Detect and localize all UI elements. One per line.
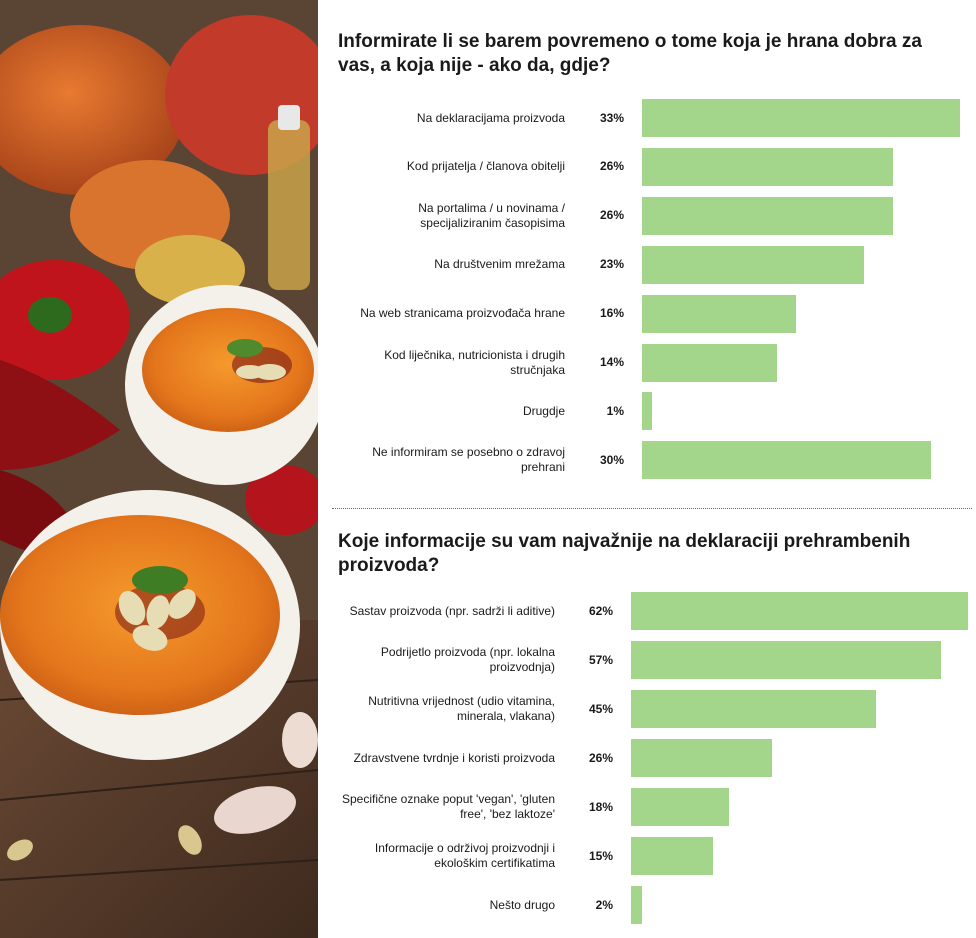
bar	[642, 147, 893, 186]
section-divider	[332, 508, 972, 509]
chart-title: Informirate li se barem povremeno o tome…	[338, 31, 922, 76]
value-label: 14%	[599, 355, 624, 369]
bar	[631, 592, 968, 630]
category-label: Kod prijatelja / članova obitelji	[406, 159, 565, 174]
value-label: 23%	[599, 257, 624, 272]
value-label: 16%	[599, 306, 624, 321]
bar	[631, 788, 729, 826]
value-label: 30%	[599, 452, 624, 467]
bar	[631, 690, 876, 728]
value-label: 26%	[599, 159, 624, 174]
bar	[642, 441, 932, 480]
food-photo	[0, 0, 318, 938]
category-label: Na deklaracijama proizvoda	[416, 110, 565, 125]
value-label: 26%	[588, 750, 613, 765]
bar	[642, 343, 777, 382]
bar	[631, 886, 642, 924]
category-label: Zdravstvene tvrdnje i koristi proizvoda	[353, 750, 555, 765]
value-label: 1%	[606, 403, 624, 418]
bar	[631, 837, 713, 875]
value-label: 57%	[588, 652, 613, 667]
value-label: 26%	[599, 208, 624, 223]
category-label: Na web stranicama proizvođača hrane	[360, 306, 565, 321]
value-label: 45%	[588, 701, 613, 716]
value-label: 33%	[599, 110, 624, 125]
category-label: Na društvenim mrežama	[434, 257, 565, 272]
category-label: Informacije o održivoj proizvodnji i eko…	[374, 841, 555, 870]
category-label: Kod liječnika, nutricionista i drugih st…	[384, 347, 565, 377]
category-label: Podrijetlo proizvoda (npr. lokalna proiz…	[380, 645, 555, 674]
category-label: Nešto drugo	[489, 897, 555, 912]
bar	[642, 245, 864, 284]
pumpkin-soup-bowls-icon	[0, 0, 318, 938]
chart-title: Koje informacije su vam najvažnije na de…	[338, 531, 911, 576]
category-label: Drugdje	[522, 403, 565, 418]
value-label: 18%	[588, 799, 613, 814]
bar	[642, 196, 893, 235]
category-label: Nutritivna vrijednost (udio vitamina, mi…	[368, 694, 555, 723]
category-label: Ne informiram se posebno o zdravoj prehr…	[372, 445, 565, 475]
value-label: 2%	[595, 897, 613, 912]
category-label: Sastav proizvoda (npr. sadrži li aditive…	[349, 603, 555, 618]
bar	[642, 294, 797, 333]
bar	[631, 641, 941, 679]
bar	[631, 739, 773, 777]
value-label: 15%	[588, 848, 613, 863]
bar	[642, 99, 960, 137]
value-label: 62%	[588, 603, 613, 618]
bar	[642, 392, 652, 431]
category-label: Na portalima / u novinama / specijalizir…	[418, 200, 565, 230]
category-label: Specifične oznake poput 'vegan', 'gluten…	[341, 792, 555, 821]
